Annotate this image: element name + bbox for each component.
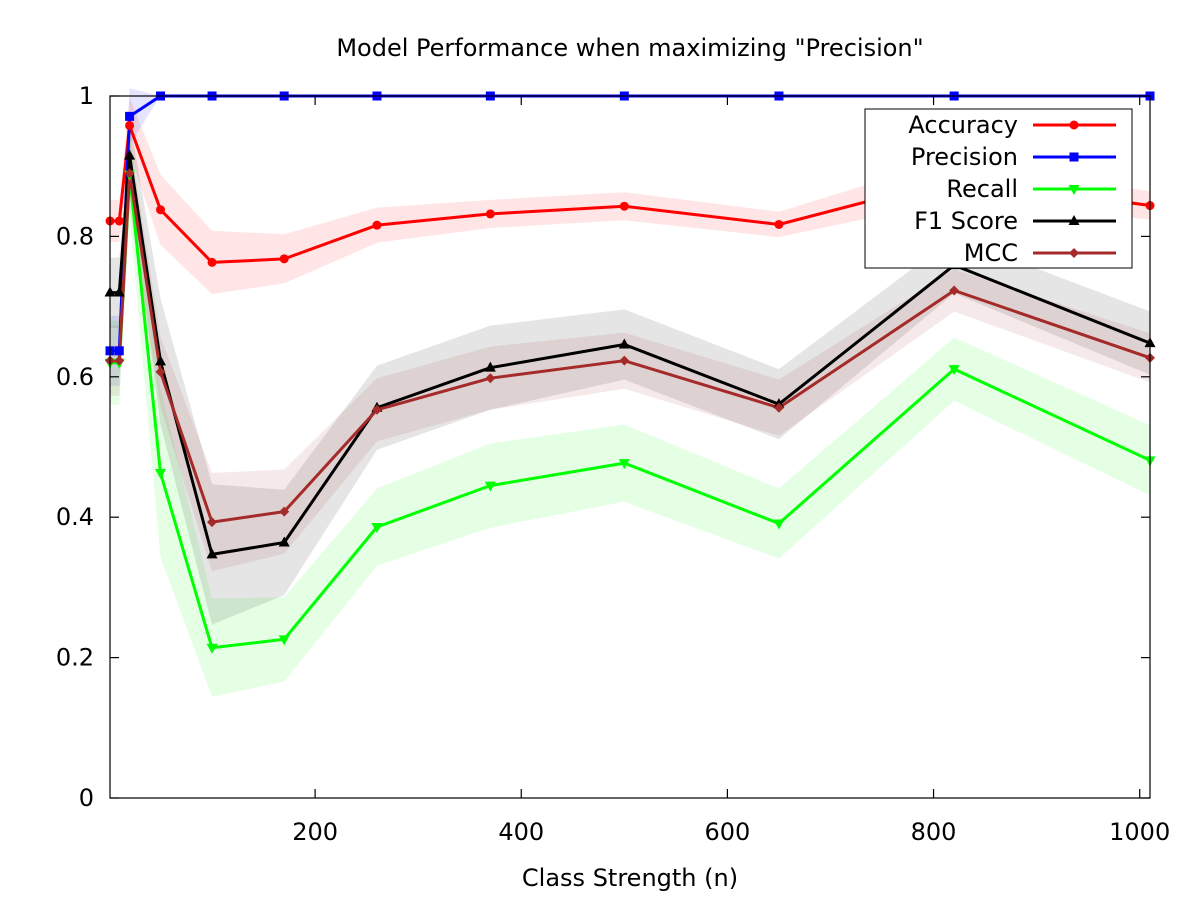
point-mcc [371, 404, 382, 415]
point-recall [773, 519, 785, 530]
point-f1-score [155, 355, 167, 366]
x-tick-label: 400 [498, 818, 544, 846]
legend-label-precision: Precision [911, 143, 1018, 171]
band-f1-score [110, 120, 1150, 625]
point-recall [155, 468, 167, 479]
x-tick-label: 600 [704, 818, 750, 846]
legend-marker-f1-score [1068, 215, 1080, 225]
point-f1-score [206, 548, 218, 559]
x-tick-label: 1000 [1109, 818, 1170, 846]
point-accuracy [485, 209, 495, 219]
y-tick-label: 1 [79, 82, 94, 110]
x-tick-label: 200 [292, 818, 338, 846]
point-accuracy [619, 201, 629, 211]
y-tick-label: 0.2 [56, 644, 94, 672]
point-accuracy [125, 120, 135, 130]
legend-marker-recall [1068, 185, 1080, 195]
point-accuracy [774, 219, 784, 229]
point-mcc [619, 355, 630, 366]
x-tick-label: 800 [911, 818, 957, 846]
point-accuracy [372, 220, 382, 230]
point-recall [278, 635, 290, 646]
point-accuracy [279, 254, 289, 264]
band-accuracy [110, 97, 1150, 295]
confidence-bands [110, 88, 1150, 697]
legend-marker-precision [1069, 152, 1079, 162]
axis-ticks: 0 0.2 0.4 0.6 0.8 1 200 400 600 800 1000 [56, 82, 1170, 846]
legend-label-mcc: MCC [964, 239, 1018, 267]
chart-title: Model Performance when maximizing "Preci… [336, 34, 923, 62]
plot-frame [109, 95, 1151, 799]
point-recall [948, 365, 960, 376]
point-mcc [485, 373, 496, 384]
point-accuracy [114, 216, 124, 226]
point-f1-score [618, 338, 630, 349]
y-tick-label: 0.8 [56, 222, 94, 250]
point-recall [206, 643, 218, 654]
point-f1-score [484, 361, 496, 372]
point-precision [114, 346, 124, 356]
point-recall [371, 523, 383, 534]
band-mcc [110, 138, 1150, 572]
point-mcc [155, 366, 166, 377]
point-accuracy [156, 205, 166, 215]
y-tick-label: 0.4 [56, 503, 94, 531]
point-accuracy [207, 257, 217, 267]
legend-marker-accuracy [1069, 120, 1079, 130]
point-mcc [949, 285, 960, 296]
x-axis-label: Class Strength (n) [522, 864, 738, 892]
line-mcc [110, 171, 1151, 524]
y-tick-label: 0 [79, 784, 94, 812]
legend-label-accuracy: Accuracy [908, 111, 1018, 139]
y-tick-label: 0.6 [56, 363, 94, 391]
point-f1-score [278, 536, 290, 547]
legend-label-recall: Recall [946, 175, 1018, 203]
point-mcc [279, 506, 290, 517]
point-mcc [207, 517, 218, 528]
point-f1-score [113, 286, 125, 297]
legend: Accuracy Precision Recall F1 Score MCC [864, 108, 1133, 269]
point-f1-score [124, 149, 136, 160]
point-recall [484, 481, 496, 492]
point-mcc [114, 355, 125, 366]
legend-label-f1-score: F1 Score [914, 207, 1018, 235]
point-mcc [773, 402, 784, 413]
legend-marker-mcc [1069, 248, 1079, 258]
point-precision [125, 111, 135, 121]
point-mcc [124, 168, 135, 179]
point-recall [618, 459, 630, 470]
band-recall [110, 132, 1150, 697]
